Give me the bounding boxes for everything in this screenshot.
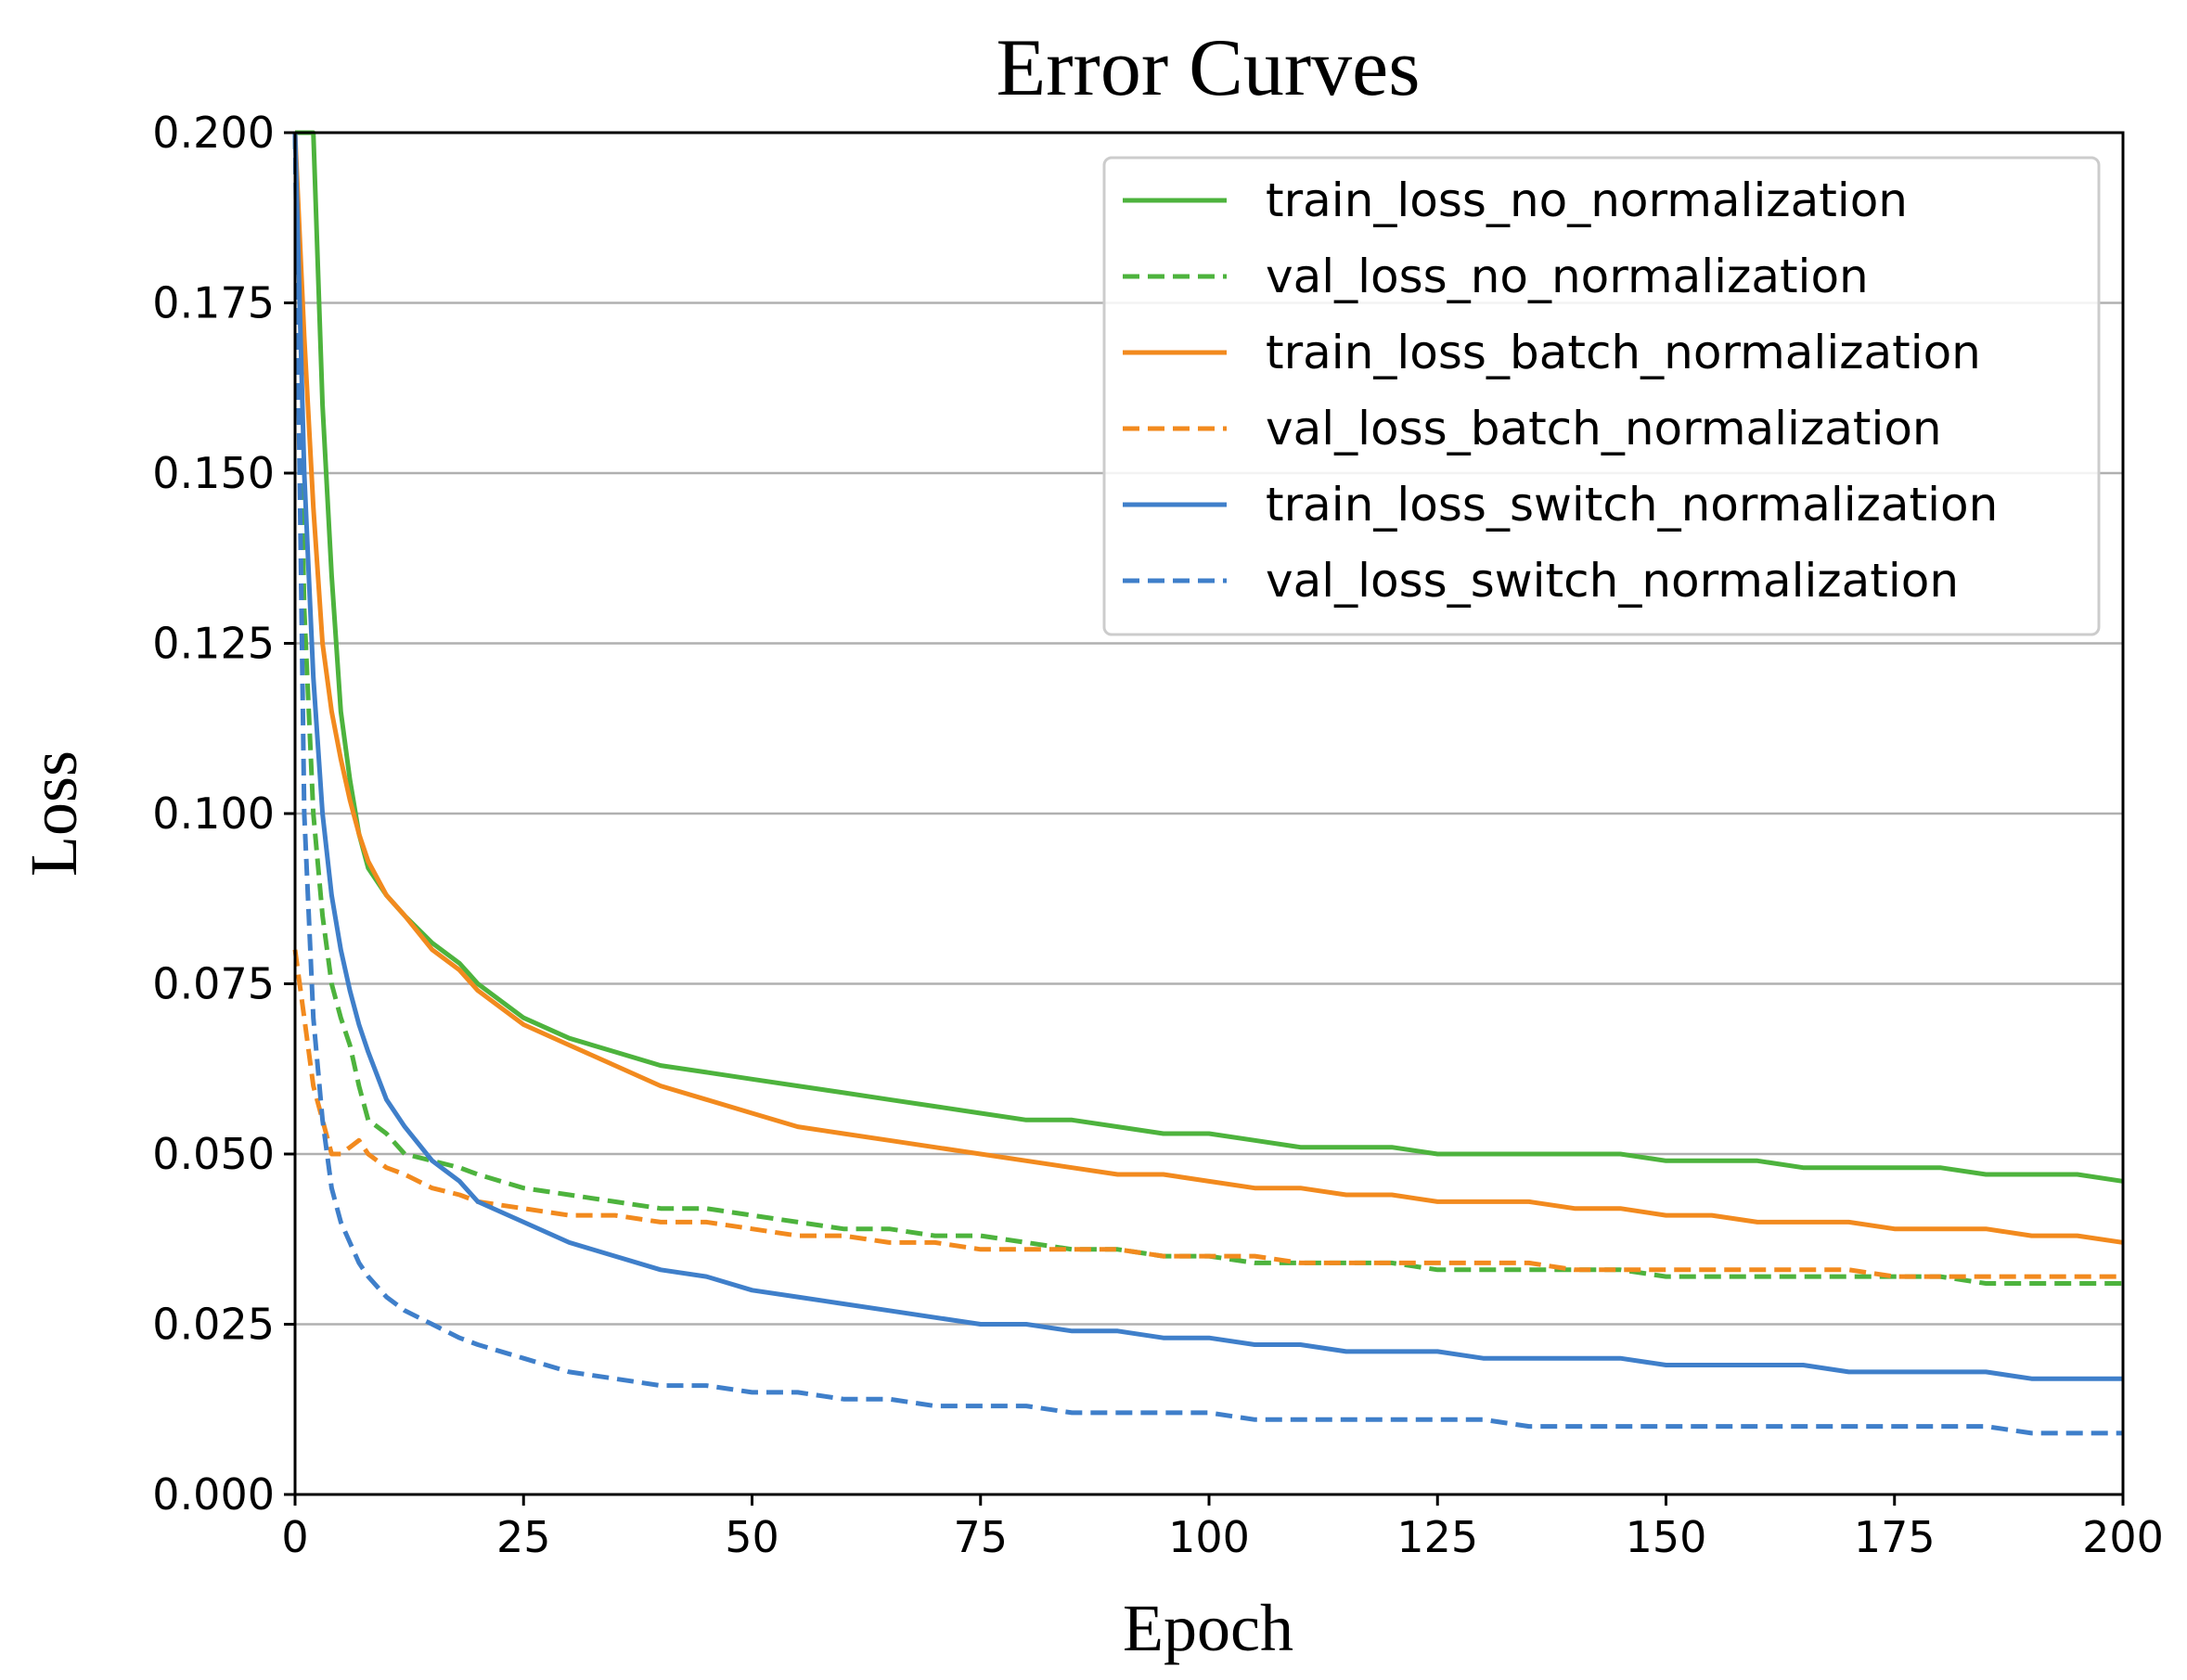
legend-label-val_loss_switch_normalization: val_loss_switch_normalization [1266,554,1959,608]
series-line-train_loss_no_normalization [295,130,2124,1184]
chart-title: Error Curves [997,23,1421,113]
legend-label-val_loss_batch_normalization: val_loss_batch_normalization [1266,402,1942,455]
series-line-train_loss_batch_normalization [292,132,2124,1245]
x-tick-label: 150 [1626,1512,1707,1562]
legend-label-train_loss_switch_normalization: train_loss_switch_normalization [1266,478,1998,532]
x-tick-label: 100 [1168,1512,1250,1562]
y-tick-label: 0.150 [152,448,275,498]
x-axis-label: Epoch [1123,1591,1293,1665]
legend-label-train_loss_no_normalization: train_loss_no_normalization [1266,173,1908,227]
y-tick-label: 0.125 [152,619,275,669]
legend-label-train_loss_batch_normalization: train_loss_batch_normalization [1266,326,1981,379]
x-tick-label: 50 [725,1512,779,1562]
x-tick-label: 75 [953,1512,1008,1562]
y-tick-label: 0.000 [152,1469,275,1520]
x-tick-label: 25 [496,1512,551,1562]
x-tick-label: 125 [1396,1512,1478,1562]
legend: train_loss_no_normalization val_loss_no_n… [1102,156,2101,636]
y-tick-label: 0.075 [152,959,275,1009]
legend-label-val_loss_no_normalization: val_loss_no_normalization [1266,250,1869,303]
series-line-train_loss_switch_normalization [292,132,2123,1381]
x-tick-label: 175 [1854,1512,1936,1562]
y-tick-label: 0.200 [152,108,275,158]
x-tick-label: 0 [281,1512,308,1562]
series-lines [292,130,2124,1436]
y-tick-label: 0.025 [152,1300,275,1350]
x-axis-ticks: 0 25 50 75 100 125 150 175 200 [281,1494,2164,1562]
series-line-val_loss_batch_normalization [292,949,2123,1279]
x-tick-label: 200 [2082,1512,2164,1562]
y-tick-label: 0.175 [152,278,275,328]
y-axis-ticks: 0.000 0.025 0.050 0.075 0.100 0.125 0.150 0.175… [152,108,295,1520]
series-line-val_loss_switch_normalization [292,132,2123,1436]
y-axis-label: Loss [17,750,91,877]
legend-entries: train_loss_no_normalization val_loss_no_n… [1123,173,1998,608]
y-tick-label: 0.100 [152,789,275,839]
legend-box [1102,156,2101,636]
y-tick-label: 0.050 [152,1129,275,1179]
